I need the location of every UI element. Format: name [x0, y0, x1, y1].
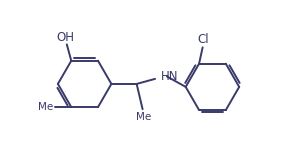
Text: Me: Me — [136, 112, 152, 122]
Text: Me: Me — [38, 102, 54, 112]
Text: OH: OH — [56, 30, 74, 44]
Text: HN: HN — [160, 70, 178, 83]
Text: Cl: Cl — [197, 33, 209, 46]
